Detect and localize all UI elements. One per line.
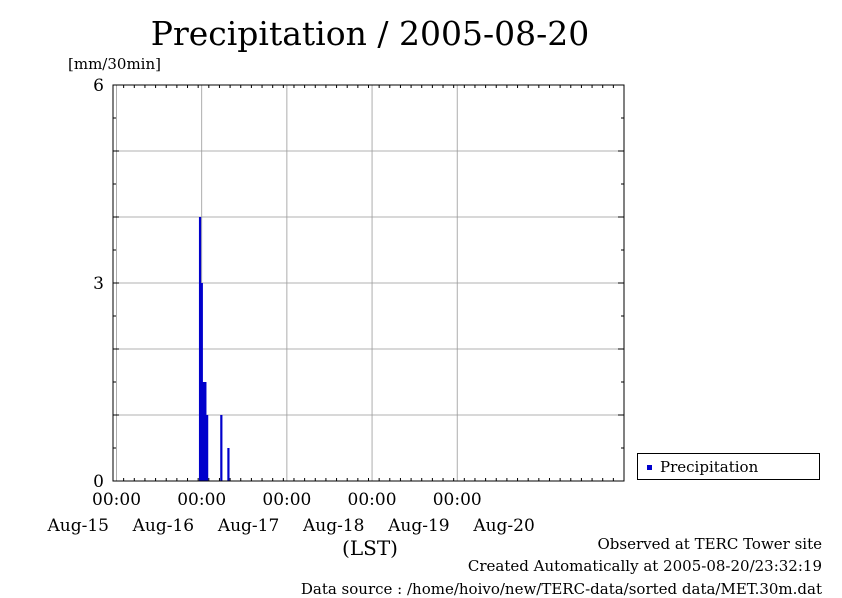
labels-layer: 0 3 6 00:00 Aug-15 00:00 Aug-16 00:00 Aug-17 00:0… <box>46 76 534 560</box>
footer-source: Data source : /home/hoivo/new/TERC-data/… <box>300 580 822 598</box>
x-tick-date-label: Aug-20 <box>472 516 534 536</box>
precipitation-bar <box>227 448 230 481</box>
x-tick-date-label: Aug-19 <box>387 516 449 536</box>
y-tick-label: 3 <box>93 274 104 294</box>
precipitation-bar <box>206 415 209 481</box>
x-axis-label: (LST) <box>342 536 398 560</box>
y-tick-label: 6 <box>93 76 104 96</box>
x-tick-time-label: 00:00 <box>262 490 311 510</box>
x-tick-date-label: Aug-17 <box>217 516 279 536</box>
legend: Precipitation <box>637 453 820 480</box>
x-tick-date-label: Aug-16 <box>132 516 194 536</box>
precipitation-bar <box>202 382 205 481</box>
x-tick-time-label: 00:00 <box>92 490 141 510</box>
y-axis-unit-label: [mm/30min] <box>68 55 161 73</box>
legend-swatch <box>647 465 652 470</box>
y-tick-label: 0 <box>93 472 104 492</box>
precipitation-bar <box>200 283 203 481</box>
bars-layer <box>198 217 230 481</box>
ticks-layer <box>112 84 625 482</box>
x-tick-time-label: 00:00 <box>177 490 226 510</box>
footer-observed: Observed at TERC Tower site <box>597 535 822 553</box>
precipitation-bar <box>220 415 223 481</box>
footer-created: Created Automatically at 2005-08-20/23:3… <box>467 557 822 575</box>
x-tick-date-label: Aug-15 <box>46 516 108 536</box>
x-tick-date-label: Aug-18 <box>302 516 364 536</box>
legend-label: Precipitation <box>660 458 759 476</box>
x-tick-time-label: 00:00 <box>348 490 397 510</box>
grid-layer <box>113 85 624 481</box>
precipitation-bar <box>204 382 207 481</box>
chart-title: Precipitation / 2005-08-20 <box>150 14 590 53</box>
x-tick-time-label: 00:00 <box>433 490 482 510</box>
precipitation-bar <box>198 217 202 481</box>
